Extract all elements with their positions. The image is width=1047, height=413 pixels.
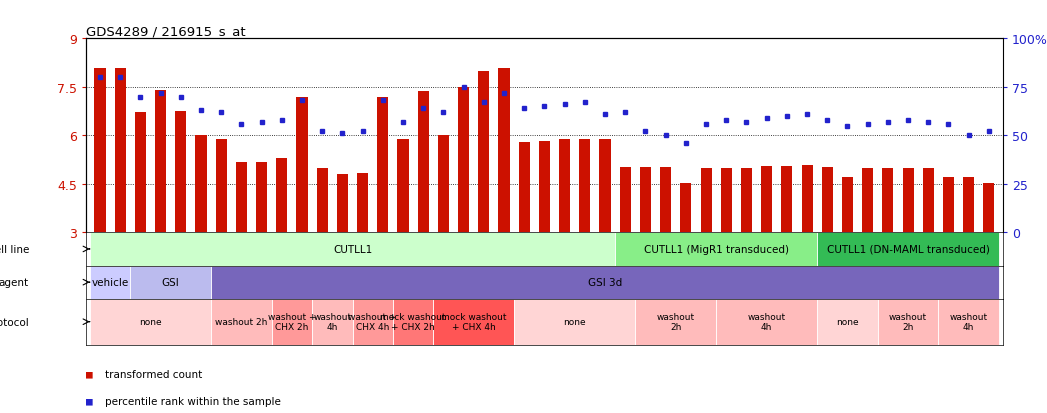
Text: percentile rank within the sample: percentile rank within the sample <box>105 396 281 406</box>
Text: washout
4h: washout 4h <box>748 313 785 331</box>
Text: vehicle: vehicle <box>91 278 129 287</box>
Text: CUTLL1 (MigR1 transduced): CUTLL1 (MigR1 transduced) <box>644 244 788 254</box>
Bar <box>559 139 571 233</box>
Bar <box>579 140 591 233</box>
Bar <box>640 168 651 233</box>
Bar <box>700 169 712 233</box>
Bar <box>337 175 348 233</box>
Bar <box>216 139 227 233</box>
Text: ■: ■ <box>86 369 92 379</box>
Bar <box>498 69 510 233</box>
Bar <box>883 169 893 233</box>
Bar <box>175 112 186 233</box>
Bar <box>620 168 630 233</box>
Bar <box>130 266 211 299</box>
Bar <box>398 139 408 233</box>
Bar <box>600 139 610 233</box>
Bar <box>438 135 449 233</box>
Bar <box>377 97 388 233</box>
Bar <box>660 168 671 233</box>
Bar <box>802 166 812 233</box>
Text: washout +
CHX 4h: washout + CHX 4h <box>349 313 397 331</box>
Bar <box>761 167 773 233</box>
Bar <box>211 266 999 299</box>
Bar <box>418 92 429 233</box>
Bar <box>720 169 732 233</box>
Text: mock washout
+ CHX 4h: mock washout + CHX 4h <box>441 313 507 331</box>
Bar <box>135 113 146 233</box>
Bar <box>983 184 995 233</box>
Bar <box>938 299 999 345</box>
Text: washout
4h: washout 4h <box>313 313 352 331</box>
Bar <box>312 299 353 345</box>
Bar <box>862 169 873 233</box>
Bar <box>316 169 328 233</box>
Text: mock washout
+ CHX 2h: mock washout + CHX 2h <box>380 313 446 331</box>
Text: GSI 3d: GSI 3d <box>588 278 622 287</box>
Bar <box>272 299 312 345</box>
Bar <box>741 169 752 233</box>
Bar <box>114 69 126 233</box>
Text: washout
2h: washout 2h <box>889 313 928 331</box>
Text: washout
4h: washout 4h <box>950 313 987 331</box>
Bar <box>196 135 206 233</box>
Bar <box>518 142 530 233</box>
Bar <box>155 91 166 233</box>
Bar <box>276 159 287 233</box>
Text: washout
2h: washout 2h <box>656 313 695 331</box>
Bar <box>459 88 469 233</box>
Bar <box>478 72 489 233</box>
Bar <box>817 299 877 345</box>
Bar <box>357 173 369 233</box>
Bar <box>681 184 691 233</box>
Bar <box>636 299 716 345</box>
Bar <box>963 177 975 233</box>
Bar <box>433 299 514 345</box>
Bar <box>296 98 308 233</box>
Text: washout 2h: washout 2h <box>216 318 268 326</box>
Text: GSI: GSI <box>162 278 180 287</box>
Bar <box>90 266 130 299</box>
Bar <box>94 69 106 233</box>
Bar <box>353 299 393 345</box>
Bar <box>781 167 793 233</box>
Bar <box>211 299 272 345</box>
Text: GDS4289 / 216915_s_at: GDS4289 / 216915_s_at <box>86 25 245 38</box>
Bar <box>943 177 954 233</box>
Bar <box>922 169 934 233</box>
Text: ■: ■ <box>86 396 92 406</box>
Text: none: none <box>837 318 859 326</box>
Bar <box>842 177 853 233</box>
Bar <box>90 299 211 345</box>
Bar <box>877 299 938 345</box>
Bar <box>716 299 817 345</box>
Text: CUTLL1 (DN-MAML transduced): CUTLL1 (DN-MAML transduced) <box>827 244 989 254</box>
Bar <box>616 233 817 266</box>
Bar <box>539 142 550 233</box>
Bar <box>236 162 247 233</box>
Text: none: none <box>139 318 162 326</box>
Bar <box>822 168 832 233</box>
Bar <box>903 169 914 233</box>
Bar <box>257 162 267 233</box>
Bar <box>393 299 433 345</box>
Text: none: none <box>563 318 586 326</box>
Bar <box>90 233 616 266</box>
Text: CUTLL1: CUTLL1 <box>333 244 372 254</box>
Text: transformed count: transformed count <box>105 369 202 379</box>
Bar <box>817 233 999 266</box>
Text: protocol: protocol <box>0 317 29 327</box>
Text: washout +
CHX 2h: washout + CHX 2h <box>268 313 316 331</box>
Bar <box>514 299 636 345</box>
Text: cell line: cell line <box>0 244 29 254</box>
Text: agent: agent <box>0 278 29 287</box>
